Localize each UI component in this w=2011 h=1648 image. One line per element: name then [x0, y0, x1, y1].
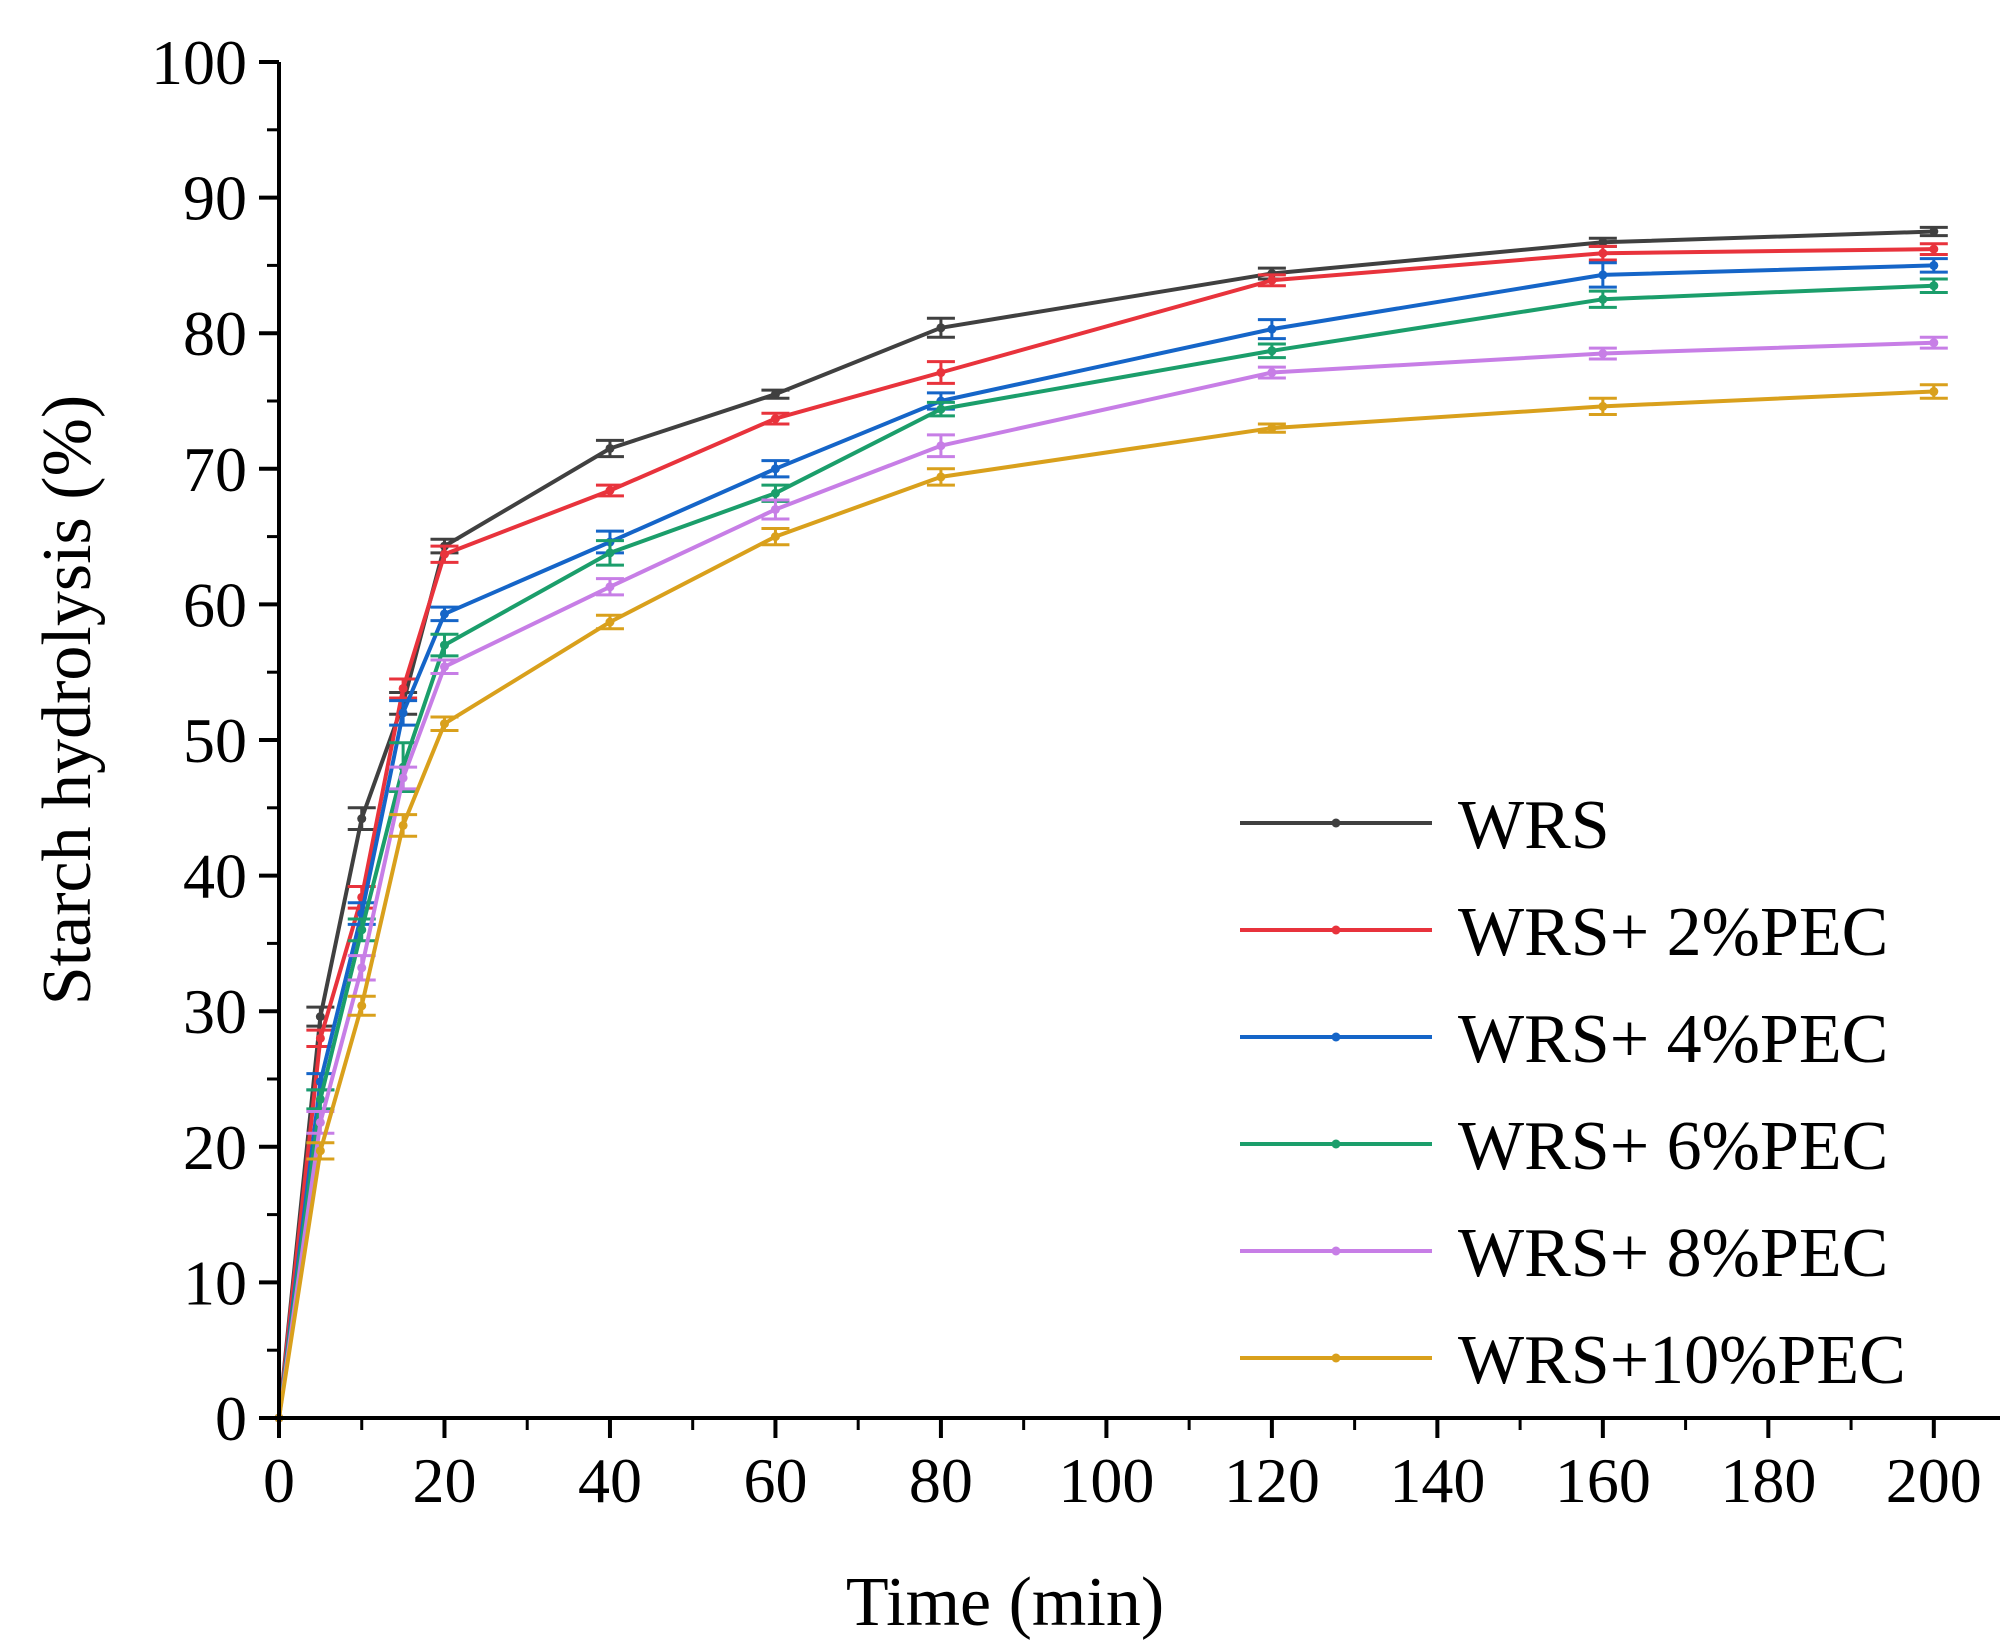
series-2	[274, 242, 1948, 1423]
legend-marker	[1331, 1032, 1341, 1042]
data-point	[315, 1033, 325, 1043]
data-point	[770, 504, 780, 514]
data-point	[315, 1117, 325, 1127]
data-point	[1929, 244, 1939, 254]
data-point	[605, 548, 615, 558]
legend-label: WRS+ 6%PEC	[1458, 1108, 1888, 1185]
legend-label: WRS+ 4%PEC	[1458, 1001, 1888, 1078]
data-point	[936, 441, 946, 451]
legend: WRS WRS+ 2%PEC WRS+ 4%PEC WRS+ 6%PEC WRS+ 8%…	[1240, 787, 1906, 1399]
y-tick-label: 90	[183, 163, 247, 234]
x-tick-label: 40	[578, 1445, 642, 1516]
data-point	[439, 640, 449, 650]
data-point	[605, 443, 615, 453]
data-point	[936, 404, 946, 414]
x-axis-title: Time (min)	[846, 1564, 1164, 1641]
data-point	[936, 323, 946, 333]
x-tick-label: 60	[743, 1445, 807, 1516]
data-point	[315, 1146, 325, 1156]
y-tick-label: 60	[183, 569, 247, 640]
legend-label: WRS+ 2%PEC	[1458, 894, 1888, 971]
data-point	[605, 617, 615, 627]
legend-label: WRS+ 8%PEC	[1458, 1215, 1888, 1292]
data-point	[770, 532, 780, 542]
data-point	[1598, 294, 1608, 304]
x-tick-label: 160	[1555, 1445, 1651, 1516]
series-4	[274, 277, 1948, 1423]
legend-marker	[1331, 1139, 1341, 1149]
data-point	[605, 582, 615, 592]
data-point	[439, 662, 449, 672]
data-point	[439, 719, 449, 729]
x-tick-label: 80	[909, 1445, 973, 1516]
data-point	[357, 963, 367, 973]
data-point	[357, 814, 367, 824]
data-point	[398, 773, 408, 783]
data-point	[439, 609, 449, 619]
data-point	[1929, 260, 1939, 270]
y-axis-title: Starch hydrolysis (%)	[29, 395, 106, 1005]
data-point	[770, 389, 780, 399]
y-tick-label: 40	[183, 841, 247, 912]
data-point	[1267, 368, 1277, 378]
data-point	[1267, 423, 1277, 433]
data-point	[605, 485, 615, 495]
data-point	[315, 1012, 325, 1022]
legend-label: WRS	[1458, 787, 1610, 864]
series-5	[274, 335, 1948, 1423]
data-point	[1598, 349, 1608, 359]
legend-marker	[1331, 1246, 1341, 1256]
data-point	[1929, 387, 1939, 397]
data-point	[936, 368, 946, 378]
y-tick-label: 100	[151, 27, 247, 98]
data-point	[1267, 324, 1277, 334]
x-tick-label: 0	[263, 1445, 295, 1516]
y-tick-label: 30	[183, 976, 247, 1047]
x-axis-ticks: 0 20 40 60 80 100 120 140 160 180 200	[263, 1418, 1982, 1516]
x-tick-label: 120	[1224, 1445, 1320, 1516]
data-point	[1598, 270, 1608, 280]
data-point	[398, 708, 408, 718]
legend-marker	[1331, 818, 1341, 828]
data-point	[439, 549, 449, 559]
x-tick-label: 200	[1886, 1445, 1982, 1516]
data-point	[770, 414, 780, 424]
data-point	[1598, 248, 1608, 258]
y-tick-label: 70	[183, 434, 247, 505]
plot-area	[274, 225, 1948, 1423]
y-tick-label: 10	[183, 1247, 247, 1318]
data-point	[1929, 281, 1939, 291]
legend-marker	[1331, 925, 1341, 935]
x-tick-label: 20	[412, 1445, 476, 1516]
data-point	[1598, 237, 1608, 247]
data-point	[398, 820, 408, 830]
legend-label: WRS+10%PEC	[1458, 1322, 1906, 1399]
data-point	[398, 683, 408, 693]
y-tick-label: 50	[183, 705, 247, 776]
data-point	[1267, 275, 1277, 285]
y-tick-label: 80	[183, 298, 247, 369]
data-point	[1929, 227, 1939, 236]
legend-marker	[1331, 1353, 1341, 1363]
data-point	[1267, 346, 1277, 356]
data-point	[770, 488, 780, 498]
data-point	[1598, 401, 1608, 411]
data-point	[1929, 338, 1939, 348]
y-tick-label: 20	[183, 1112, 247, 1183]
data-point	[357, 925, 367, 935]
data-point	[357, 1001, 367, 1011]
y-axis-ticks: 0 10 20 30 40 50 60 70 80 90 100	[151, 27, 279, 1454]
data-point	[315, 1094, 325, 1104]
data-point	[770, 464, 780, 474]
x-tick-label: 140	[1389, 1445, 1485, 1516]
x-tick-label: 180	[1720, 1445, 1816, 1516]
y-tick-label: 0	[215, 1383, 247, 1454]
data-point	[936, 472, 946, 482]
x-tick-label: 100	[1058, 1445, 1154, 1516]
